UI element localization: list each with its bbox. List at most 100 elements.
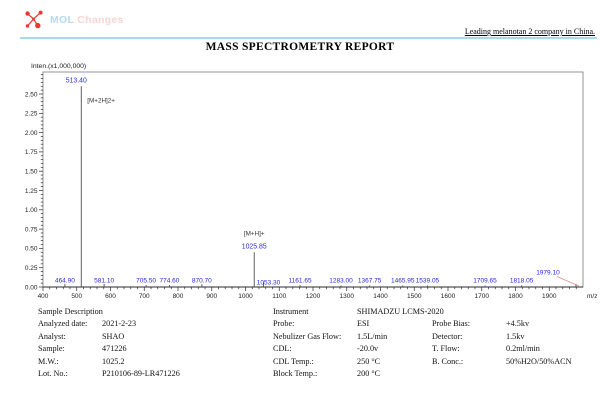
info-row: Probe Bias: +4.5kv <box>432 318 572 330</box>
peak-label: 1283.00 <box>329 278 353 285</box>
header-divider <box>20 37 597 39</box>
info-label: CDL: <box>273 344 292 354</box>
company-tagline: Leading melanotan 2 company in China. <box>464 27 595 36</box>
y-tick-label: 1.50 <box>25 169 38 176</box>
info-row: Instrument SHIMADZU LCMS-2020 <box>273 306 444 318</box>
info-row: CDL: -20.0v <box>273 343 444 355</box>
x-tick-label: 1200 <box>306 293 321 300</box>
peak-label: 1025.85 <box>242 243 267 250</box>
x-tick-label: 800 <box>173 293 184 300</box>
info-label: Probe: <box>273 319 295 329</box>
info-value: 471226 <box>102 344 127 354</box>
x-tick-label: 1800 <box>508 293 523 300</box>
peak-label: 1053.30 <box>257 280 281 287</box>
y-tick-label: 1.75 <box>25 149 38 156</box>
x-tick-label: 1500 <box>407 293 422 300</box>
peak-label: 1161.65 <box>289 278 312 285</box>
info-value: 1.5L/min <box>357 331 388 341</box>
info-value: +4.5kv <box>506 319 530 329</box>
y-tick-label: 0.75 <box>25 226 38 233</box>
peak-label: 774.60 <box>159 278 179 285</box>
peak-label: 1539.05 <box>416 278 440 285</box>
info-label: T. Flow: <box>432 344 460 354</box>
info-value: ESI <box>357 319 370 329</box>
peak-leader-line <box>556 276 580 287</box>
info-value: 1025.2 <box>102 356 125 366</box>
x-tick-label: 900 <box>206 293 217 300</box>
info-row: Nebulizer Gas Flow: 1.5L/min <box>273 331 444 343</box>
peak-label: 581.10 <box>94 278 114 285</box>
peak-annotation: [M+2H]2+ <box>87 97 115 104</box>
info-value: 2021-2-23 <box>102 319 137 329</box>
info-label: Analyzed date: <box>38 319 88 329</box>
x-tick-label: 400 <box>38 293 49 300</box>
info-row: B. Conc.: 50%H2O/50%ACN <box>432 356 572 368</box>
y-tick-label: 0.00 <box>25 284 38 291</box>
peak-label: 1818.05 <box>510 278 534 285</box>
info-row: Block Temp.: 200 °C <box>273 368 444 380</box>
info-row: Analyzed date: 2021-2-23 <box>38 318 180 330</box>
peak-label: 1465.95 <box>391 278 415 285</box>
plot-frame <box>42 71 584 288</box>
info-label: B. Conc.: <box>432 356 464 366</box>
info-value: 250 °C <box>357 356 381 366</box>
page-title: MASS SPECTROMETRY REPORT <box>205 41 395 53</box>
info-column-1: Instrument SHIMADZU LCMS-2020 Probe: ESI Neb… <box>273 306 444 380</box>
info-row: Lot. No.: P210106-89-LR471226 <box>38 368 180 380</box>
info-label: Probe Bias: <box>432 319 470 329</box>
info-value: 200 °C <box>357 368 381 378</box>
info-label: Sample: <box>38 344 65 354</box>
peak-label: 1367.75 <box>358 278 382 285</box>
x-tick-label: 600 <box>105 293 116 300</box>
info-column-0: Sample Description Analyzed date: 2021-2-2… <box>38 306 180 380</box>
peak-label: 870.70 <box>192 278 212 285</box>
info-label: Lot. No.: <box>38 368 68 378</box>
peak-annotation: [M+H]+ <box>244 230 265 237</box>
y-tick-label: 0.50 <box>25 246 38 253</box>
info-row: Analyst: SHAO <box>38 331 180 343</box>
y-axis-title: Inten.(x1,000,000) <box>31 63 86 70</box>
info-value: 0.2ml/min <box>506 344 540 354</box>
y-tick-label: 0.25 <box>25 265 38 272</box>
x-tick-label: 500 <box>71 293 82 300</box>
info-row: CDL Temp.: 250 °C <box>273 356 444 368</box>
peak-label: 464.90 <box>55 278 75 285</box>
info-row <box>432 306 572 318</box>
info-label: Analyst: <box>38 331 66 341</box>
info-label: Nebulizer Gas Flow: <box>273 331 342 341</box>
info-value: 50%H2O/50%ACN <box>506 356 572 366</box>
x-tick-label: 1900 <box>542 293 557 300</box>
x-axis-title: m/z <box>587 293 597 300</box>
info-label: Detector: <box>432 331 463 341</box>
info-value: SHAO <box>102 331 125 341</box>
x-tick-label: 1300 <box>340 293 355 300</box>
spectrum-svg: Inten.(x1,000,000) 0.00 0.25 0.50 0.75 1.00 1.… <box>25 63 597 300</box>
peak-label: 705.50 <box>136 278 156 285</box>
brand-text: MOL Changes <box>50 14 124 26</box>
y-tick-label: 2.50 <box>25 91 38 98</box>
x-tick-label: 1100 <box>272 293 286 300</box>
info-row: Probe: ESI <box>273 318 444 330</box>
brand-changes: Changes <box>77 14 124 26</box>
info-value: -20.0v <box>357 344 379 354</box>
info-row: Detector: 1.5kv <box>432 331 572 343</box>
y-tick-label: 2.25 <box>25 111 38 118</box>
info-value: P210106-89-LR471226 <box>102 368 180 378</box>
x-tick-label: 1400 <box>373 293 388 300</box>
logo: MOL Changes <box>24 8 124 32</box>
y-tick-label: 1.00 <box>25 207 38 214</box>
info-label: Instrument <box>273 307 309 316</box>
peak-label: 1709.65 <box>473 278 497 285</box>
info-label: Block Temp.: <box>273 368 318 378</box>
molecule-network-icon <box>25 10 43 29</box>
y-tick-label: 2.00 <box>25 130 38 137</box>
brand-mol: MOL <box>50 14 75 26</box>
y-tick-label: 1.25 <box>25 188 38 195</box>
info-row: T. Flow: 0.2ml/min <box>432 343 572 355</box>
info-row: M.W.: 1025.2 <box>38 356 180 368</box>
info-label: M.W.: <box>38 356 59 366</box>
info-row: Sample: 471226 <box>38 343 180 355</box>
x-tick-label: 700 <box>139 293 150 300</box>
peak-label: 513.40 <box>66 77 87 84</box>
